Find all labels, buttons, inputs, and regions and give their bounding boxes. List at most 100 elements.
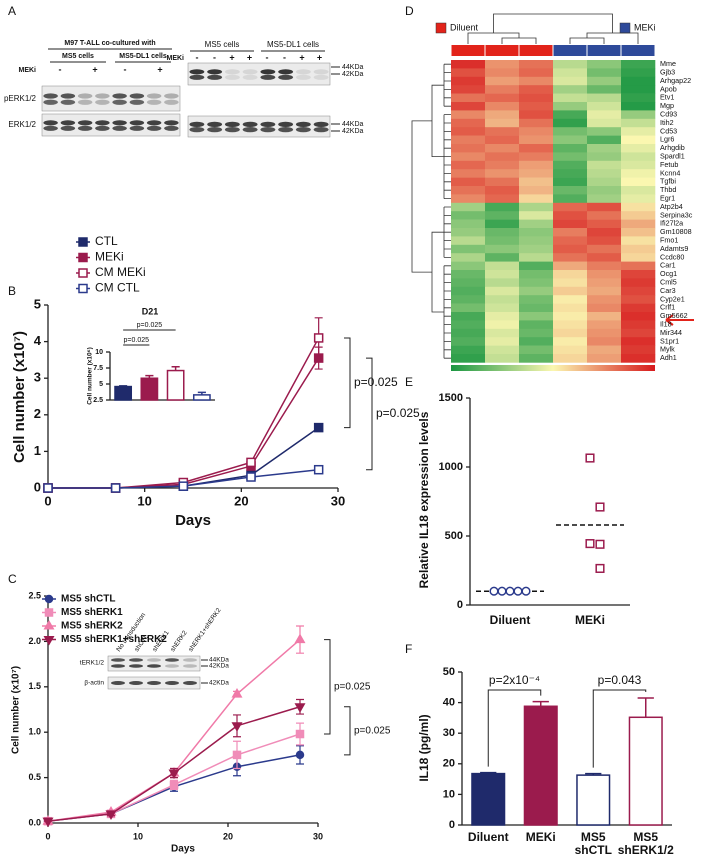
row-label: Gjb3 [660, 68, 675, 77]
heat-cell [587, 144, 622, 153]
heat-cell [587, 328, 622, 338]
heat-cell [621, 160, 656, 170]
heat-cell [485, 102, 520, 111]
blot-band [207, 127, 223, 133]
heat-cell [485, 93, 520, 103]
x-tick-label: 10 [137, 493, 151, 508]
heat-cell [553, 118, 588, 128]
heat-cell [485, 85, 520, 94]
marker [178, 481, 189, 491]
blot-band [43, 120, 58, 126]
legend-marker [78, 268, 88, 278]
heat-cell [621, 337, 656, 346]
heat-cell [485, 68, 520, 78]
annotation: p=2x10⁻⁴ [489, 673, 540, 687]
blot-band [95, 120, 110, 126]
blot-band [95, 99, 110, 105]
heat-cell [451, 320, 486, 330]
row-label: Gm10808 [660, 227, 692, 236]
legend-label: MEKi [95, 250, 124, 264]
row-label: Spardl1 [660, 152, 685, 161]
y-axis-label: Relative IL18 expression levels [417, 411, 431, 588]
marker [110, 483, 121, 493]
y-axis-label: Cell number (x10⁷) [11, 331, 28, 463]
heat-cell [553, 253, 588, 262]
heat-cell [587, 76, 622, 86]
marker [231, 688, 243, 698]
blot-band [165, 664, 179, 668]
heat-cell [451, 186, 486, 195]
heat-cell [451, 211, 486, 220]
heat-cell [553, 328, 588, 338]
blot-band [260, 127, 276, 133]
bracket [487, 689, 542, 767]
heat-cell [485, 286, 520, 296]
blot-band [146, 120, 162, 126]
heat-cell [485, 169, 520, 178]
marker [313, 333, 324, 343]
blot-band [111, 681, 125, 685]
row-label: Tgfbi [660, 177, 676, 186]
x-tick-label: 10 [133, 831, 143, 841]
heat-cell [519, 228, 554, 237]
blot-band [260, 74, 276, 80]
point [513, 586, 523, 596]
heat-cell [451, 160, 486, 170]
heat-cell [621, 328, 656, 338]
blot-band [111, 664, 125, 668]
legend-label: MS5 shERK1 [61, 607, 123, 618]
heat-cell [485, 76, 520, 86]
heat-cell [553, 76, 588, 86]
heat-cell [519, 244, 554, 254]
blot-band [189, 127, 205, 133]
bar [576, 774, 611, 826]
row-label: Egr1 [660, 194, 675, 203]
heat-cell [553, 270, 588, 279]
heat-cell [621, 186, 656, 195]
y-tick-label: 0.0 [28, 817, 41, 827]
blot-band [111, 658, 125, 662]
row-label: Gm5662 [660, 311, 688, 320]
heat-cell [621, 194, 656, 204]
heat-cell [451, 253, 486, 262]
heat-cell [451, 152, 486, 162]
y-tick-label: 7.5 [93, 365, 103, 372]
blot-band [313, 69, 329, 75]
x-tick-label: MS5 shERK1/2 [617, 831, 674, 857]
heat-cell [519, 152, 554, 162]
row-label: Serpina3c [660, 210, 693, 219]
heat-cell [553, 169, 588, 178]
heat-cell [587, 118, 622, 128]
blot-band [295, 121, 311, 127]
blot-band [260, 121, 276, 127]
blot-band [112, 120, 127, 126]
heat-cell [519, 144, 554, 153]
heat-cell [485, 186, 520, 195]
heat-cell [553, 312, 588, 321]
color-scale [451, 365, 655, 371]
blot-band [146, 125, 162, 131]
heat-cell [485, 354, 520, 363]
blot-band [60, 93, 76, 99]
heat-cell [587, 186, 622, 195]
heat-cell [621, 270, 656, 279]
x-tick-label: 0 [44, 493, 51, 508]
heat-cell [587, 270, 622, 279]
column-group [519, 45, 553, 56]
y-tick-label: 0 [457, 599, 463, 611]
marker [105, 810, 117, 820]
x-tick-label: MEKi [525, 831, 556, 844]
label: - [196, 52, 199, 62]
blot-band [224, 74, 240, 80]
heat-cell [485, 228, 520, 237]
point [521, 586, 531, 596]
heat-cell [587, 286, 622, 296]
blot-band [112, 99, 127, 105]
label: + [299, 52, 304, 62]
heat-cell [621, 76, 656, 86]
bar [140, 377, 159, 401]
legend-marker [43, 619, 55, 630]
blot-band [147, 658, 161, 662]
point [505, 586, 515, 596]
heat-cell [621, 102, 656, 111]
